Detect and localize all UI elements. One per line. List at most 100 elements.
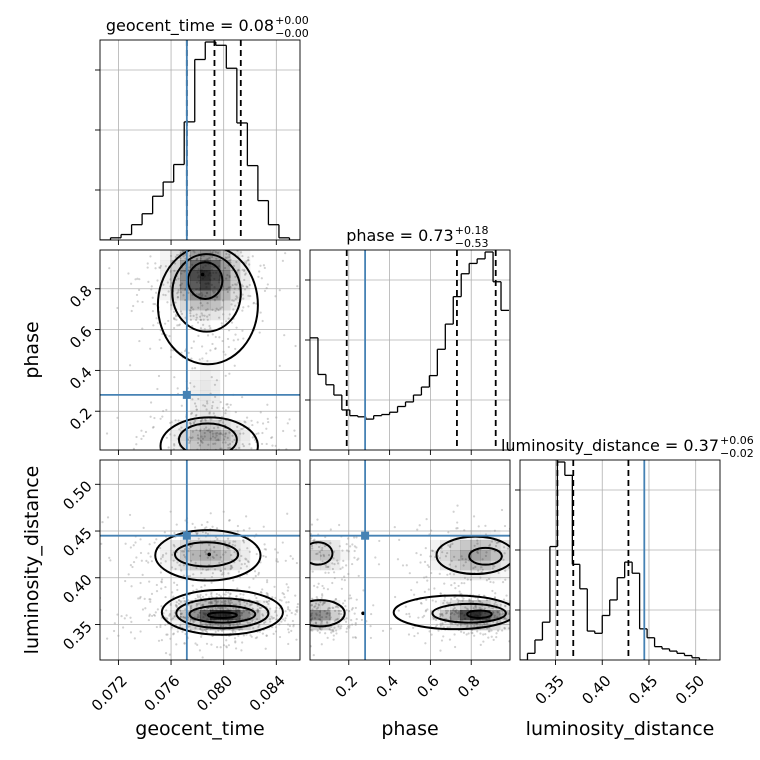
scatter-point [389, 627, 393, 630]
scatter-point [407, 633, 411, 636]
scatter-point [189, 201, 191, 203]
scatter-point [446, 609, 449, 612]
scatter-point [189, 559, 193, 563]
scatter-point [219, 401, 222, 404]
scatter-point [250, 603, 253, 606]
scatter-point [316, 629, 319, 632]
scatter-point [159, 561, 163, 565]
density-cell [220, 260, 231, 271]
scatter-point [317, 603, 320, 606]
scatter-point [208, 431, 212, 434]
scatter-point [164, 623, 167, 626]
scatter-point [189, 605, 192, 608]
scatter-point [234, 283, 237, 286]
scatter-point [310, 620, 313, 623]
scatter-point [193, 366, 197, 370]
scatter-point [180, 312, 184, 315]
scatter-point [331, 628, 334, 631]
scatter-point [127, 573, 130, 576]
scatter-point [218, 316, 221, 319]
scatter-point [197, 306, 200, 309]
scatter-point [221, 339, 224, 343]
density-cell [190, 550, 201, 561]
scatter-point [274, 589, 276, 591]
scatter-point [158, 266, 161, 269]
scatter-point [459, 592, 462, 595]
scatter-point [195, 293, 198, 296]
scatter-point [164, 595, 167, 599]
scatter-point [453, 582, 456, 585]
scatter-point [195, 428, 198, 432]
scatter-point [528, 610, 530, 612]
scatter-point [280, 569, 282, 571]
scatter-point [264, 548, 268, 551]
scatter-point [195, 413, 198, 417]
scatter-point [200, 435, 203, 438]
scatter-point [207, 429, 210, 432]
scatter-point [474, 604, 477, 608]
density-cell [490, 570, 501, 581]
scatter-point [200, 635, 203, 638]
scatter-point [193, 478, 195, 480]
scatter-point [229, 403, 232, 406]
scatter-point [219, 432, 223, 435]
contour-line [156, 250, 259, 366]
scatter-point [226, 222, 228, 224]
contour-line [206, 611, 238, 619]
scatter-point [160, 581, 163, 584]
density-cell [200, 370, 211, 381]
scatter-point [348, 624, 351, 627]
scatter-point [179, 208, 181, 210]
scatter-point [138, 597, 142, 600]
scatter-point [131, 565, 134, 569]
scatter-point [465, 633, 468, 636]
scatter-point [354, 623, 357, 626]
scatter-point [248, 229, 250, 231]
scatter-point [215, 439, 218, 442]
scatter-point [129, 616, 132, 619]
scatter-point [311, 608, 314, 611]
scatter-point [182, 269, 186, 272]
scatter-point [442, 602, 445, 605]
scatter-point [239, 247, 241, 249]
scatter-point [149, 600, 152, 603]
scatter-point [206, 308, 209, 311]
scatter-point [238, 548, 241, 551]
scatter-point [165, 408, 168, 412]
scatter-point [347, 625, 350, 628]
scatter-point [201, 530, 204, 534]
scatter-point [264, 555, 268, 559]
scatter-point [502, 598, 506, 601]
scatter-point [302, 625, 304, 627]
scatter-point [181, 630, 184, 633]
scatter-point [190, 437, 193, 440]
scatter-point [127, 272, 130, 275]
scatter-point [120, 615, 123, 618]
density-cell [220, 280, 231, 291]
density-cell [190, 310, 201, 321]
scatter-point [234, 640, 237, 643]
scatter-point [176, 292, 179, 295]
scatter-point [484, 632, 487, 636]
scatter-point [215, 554, 218, 557]
scatter-point [287, 541, 289, 543]
scatter-point [199, 439, 203, 443]
scatter-point [201, 441, 204, 444]
scatter-point [281, 259, 284, 262]
scatter-point [182, 616, 185, 619]
scatter-point [189, 607, 192, 610]
scatter-point [306, 552, 308, 554]
scatter-point [223, 603, 227, 606]
scatter-point [246, 259, 250, 262]
scatter-point [476, 551, 479, 554]
density-cell [190, 370, 201, 381]
scatter-point [148, 543, 151, 546]
scatter-point [446, 626, 449, 629]
scatter-point [322, 602, 325, 605]
scatter-point [199, 315, 202, 318]
scatter-point [152, 302, 155, 306]
scatter-point [315, 607, 318, 610]
scatter-point [222, 299, 225, 302]
scatter-point [214, 347, 217, 350]
scatter-point [173, 233, 175, 235]
